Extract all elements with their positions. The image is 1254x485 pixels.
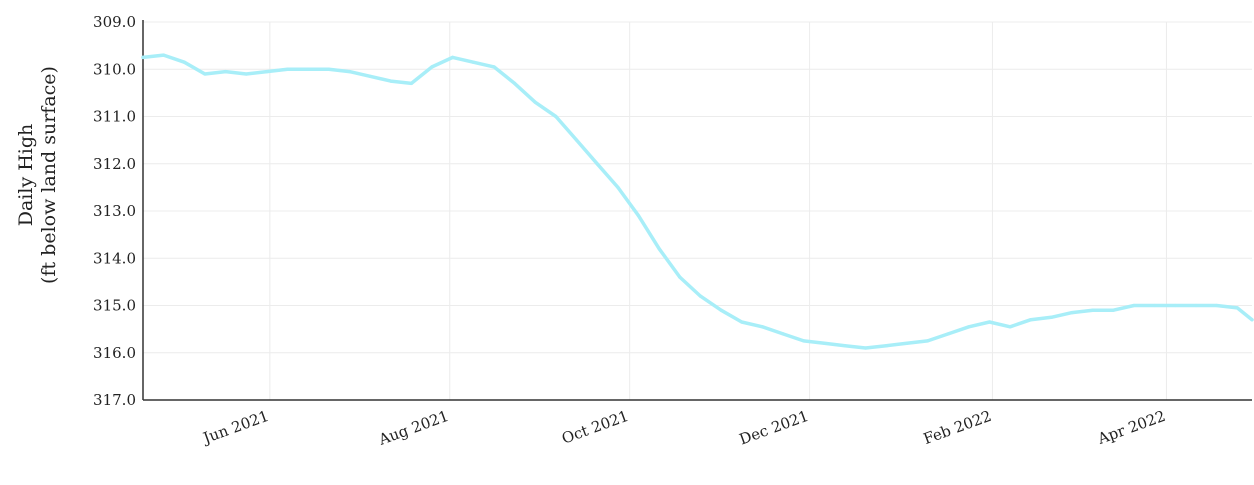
data-point: [265, 70, 269, 74]
data-point: [1215, 303, 1219, 308]
data-point: [368, 74, 372, 78]
data-point: [1194, 303, 1198, 308]
y-tick-label: 311.0: [93, 108, 136, 126]
y-tick-labels: 309.0 310.0 311.0 312.0 313.0 314.0 315.0 316.0…: [93, 13, 136, 409]
y-tick-label: 314.0: [93, 249, 136, 267]
data-point: [389, 79, 393, 83]
x-tick-label: Oct 2021: [559, 407, 631, 448]
data-point: [636, 214, 641, 218]
gridlines: [143, 21, 1252, 401]
data-point: [513, 81, 517, 85]
data-point: [182, 60, 186, 64]
series: [141, 53, 1254, 350]
data-point: [162, 53, 166, 57]
data-point: [306, 67, 310, 71]
data-point: [760, 325, 765, 329]
data-point: [1091, 308, 1095, 312]
data-point: [657, 247, 661, 251]
x-tick-label: Aug 2021: [375, 407, 451, 449]
data-point: [492, 65, 496, 69]
y-axis-unit: (ft below land surface): [38, 66, 60, 284]
y-tick-label: 309.0: [93, 13, 136, 31]
data-point: [1153, 303, 1157, 308]
data-point: [698, 294, 703, 298]
x-tick-labels: Jun 2021 Aug 2021 Oct 2021 Dec 2021 Feb 2022…: [199, 407, 1168, 449]
x-tick-label: Feb 2022: [921, 407, 994, 448]
data-point: [1049, 315, 1053, 319]
y-tick-label: 312.0: [93, 155, 136, 173]
data-point: [554, 114, 558, 119]
data-point: [595, 162, 599, 166]
data-point: [285, 67, 290, 71]
y-axis-title: Daily High: [15, 124, 37, 227]
data-point: [471, 60, 475, 64]
data-point: [905, 341, 909, 345]
data-point: [884, 344, 888, 348]
data-point: [244, 72, 248, 76]
data-point: [987, 320, 992, 324]
x-tick-label: Jun 2021: [199, 407, 271, 448]
data-point: [1070, 311, 1074, 315]
data-point: [203, 72, 207, 76]
x-tick-label: Apr 2022: [1094, 407, 1167, 448]
data-point: [224, 70, 228, 74]
data-point: [719, 308, 723, 312]
data-point: [822, 341, 826, 345]
data-point: [575, 138, 579, 142]
data-point: [802, 339, 806, 343]
axes: [142, 20, 1252, 401]
series-line: [141, 53, 1254, 350]
data-point: [409, 81, 413, 85]
data-point: [347, 70, 352, 74]
y-tick-label: 315.0: [93, 297, 136, 315]
data-point: [926, 339, 930, 343]
data-point: [740, 320, 744, 324]
data-point: [864, 346, 868, 350]
x-tick-label: Dec 2021: [737, 407, 811, 449]
data-point: [1008, 325, 1012, 329]
y-tick-label: 316.0: [93, 344, 136, 362]
data-point: [616, 185, 620, 189]
data-point: [1111, 308, 1115, 312]
data-point: [327, 67, 331, 71]
y-tick-label: 313.0: [93, 202, 136, 220]
data-point: [781, 332, 785, 336]
data-point: [430, 65, 434, 69]
data-point: [1132, 303, 1136, 308]
data-point: [141, 55, 145, 60]
data-point: [843, 344, 847, 348]
y-tick-label: 317.0: [93, 391, 136, 409]
data-point: [1250, 318, 1254, 322]
data-point: [678, 275, 682, 279]
data-point: [946, 332, 950, 336]
y-tick-label: 310.0: [93, 60, 136, 78]
data-point: [1029, 318, 1033, 322]
data-point: [1235, 306, 1239, 310]
data-point: [451, 55, 455, 60]
data-point: [533, 100, 537, 104]
data-point: [967, 325, 971, 329]
data-point: [1173, 303, 1177, 308]
